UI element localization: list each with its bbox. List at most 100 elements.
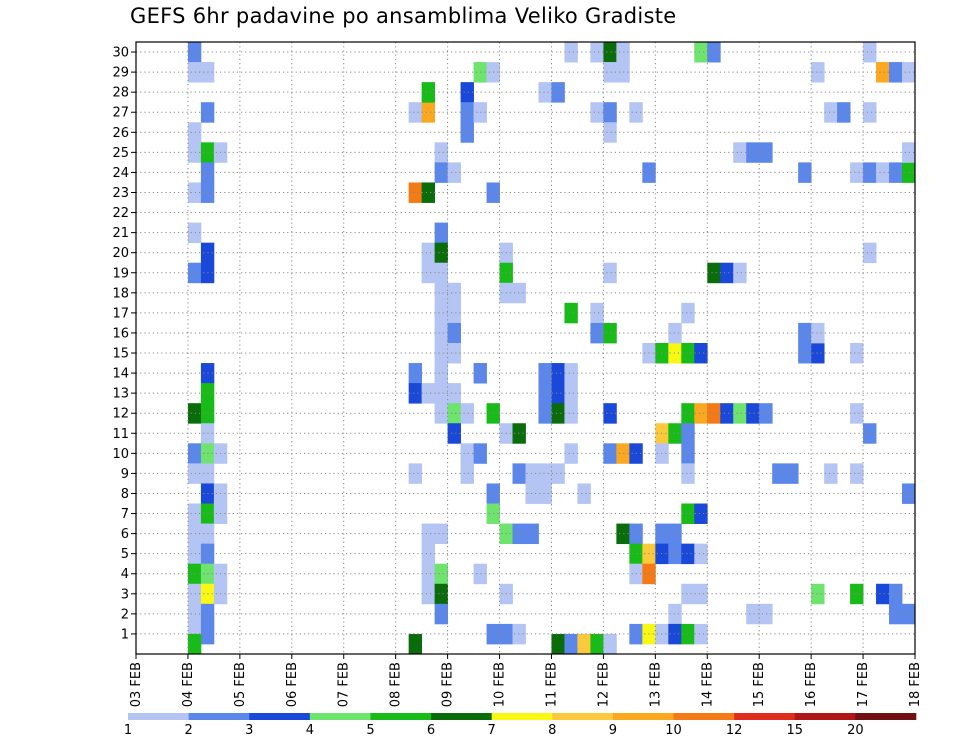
heatmap-cell bbox=[187, 122, 202, 143]
heatmap-cell bbox=[603, 62, 617, 83]
heatmap-cell bbox=[538, 383, 552, 404]
heatmap-cell bbox=[681, 463, 695, 484]
y-tick-label: 5 bbox=[121, 547, 129, 562]
heatmap-cell bbox=[603, 262, 617, 284]
x-tick-label: 15 FEB bbox=[752, 662, 767, 707]
heatmap-cell bbox=[187, 463, 202, 484]
heatmap-cell bbox=[824, 102, 838, 123]
colorbar-label: 10 bbox=[665, 723, 682, 738]
y-tick-label: 29 bbox=[112, 66, 129, 81]
heatmap-cell bbox=[603, 322, 617, 344]
colorbar-segment bbox=[309, 713, 371, 720]
heatmap-cell bbox=[551, 363, 565, 384]
heatmap-cell bbox=[746, 603, 760, 625]
heatmap-cell bbox=[447, 342, 461, 364]
colorbar-label: 8 bbox=[548, 723, 556, 738]
heatmap-cell bbox=[551, 82, 565, 103]
heatmap-cell bbox=[187, 262, 202, 284]
heatmap-cell bbox=[889, 583, 903, 605]
heatmap-cell bbox=[863, 42, 877, 63]
x-axis: 03 FEB 04 FEB 05 FEB 06 FEB 07 FEB 08 FEB 09 F… bbox=[129, 654, 923, 707]
heatmap-cell bbox=[447, 162, 461, 183]
colorbar-label: 15 bbox=[786, 723, 803, 738]
heatmap-cell bbox=[434, 282, 448, 304]
heatmap-cell bbox=[681, 503, 695, 524]
heatmap-cell bbox=[668, 603, 682, 625]
heatmap-cell bbox=[863, 242, 877, 264]
heatmap-cell bbox=[616, 42, 630, 63]
heatmap-cell bbox=[460, 463, 474, 484]
heatmap-cell bbox=[590, 42, 604, 63]
heatmap-cell bbox=[590, 322, 604, 344]
heatmap-cell bbox=[681, 302, 695, 324]
heatmap-cell bbox=[681, 583, 695, 605]
heatmap-cell bbox=[603, 42, 617, 63]
heatmap-cell bbox=[473, 563, 487, 585]
colorbar-label: 6 bbox=[427, 723, 435, 738]
heatmap-cell bbox=[603, 443, 617, 464]
heatmap-cell bbox=[850, 403, 864, 424]
heatmap-cell bbox=[408, 363, 423, 384]
x-tick-label: 14 FEB bbox=[700, 662, 715, 707]
heatmap-cell bbox=[460, 122, 474, 143]
y-tick-label: 11 bbox=[112, 427, 129, 442]
y-tick-label: 20 bbox=[112, 246, 129, 261]
heatmap-cell bbox=[525, 463, 539, 484]
heatmap-cell bbox=[603, 102, 617, 123]
plot-frame bbox=[135, 41, 916, 655]
heatmap-cell bbox=[447, 282, 461, 304]
heatmap-cell bbox=[759, 403, 773, 424]
heatmap-cell bbox=[421, 102, 436, 123]
colorbar-label: 9 bbox=[609, 723, 617, 738]
heatmap-cell bbox=[434, 222, 448, 244]
colorbar-label: 7 bbox=[488, 723, 496, 738]
heatmap-cell bbox=[564, 363, 578, 384]
heatmap-cell bbox=[187, 563, 202, 585]
y-tick-label: 3 bbox=[121, 587, 129, 602]
heatmap-cell bbox=[837, 102, 851, 123]
colorbar-segment bbox=[612, 713, 674, 720]
heatmap-cell bbox=[564, 42, 578, 63]
x-tick-label: 07 FEB bbox=[337, 662, 352, 707]
heatmap-cell bbox=[694, 42, 708, 63]
heatmap-cell bbox=[538, 82, 552, 103]
heatmap-cell bbox=[538, 363, 552, 384]
heatmap-cell bbox=[564, 633, 578, 655]
heatmap-cell bbox=[603, 122, 617, 143]
y-tick-label: 4 bbox=[121, 567, 129, 582]
heatmap-cell bbox=[408, 463, 423, 484]
heatmap-cell bbox=[460, 443, 474, 464]
heatmap-cell bbox=[694, 342, 708, 364]
heatmap-cell bbox=[434, 142, 448, 163]
colorbar-segment bbox=[491, 713, 553, 720]
heatmap-cell bbox=[707, 42, 721, 63]
heatmap-cell bbox=[551, 633, 565, 655]
colorbar-segment bbox=[370, 713, 432, 720]
heatmap-cell bbox=[863, 423, 877, 444]
heatmap-cell bbox=[187, 142, 202, 163]
heatmap-cell bbox=[473, 363, 487, 384]
heatmap-cell bbox=[590, 633, 604, 655]
heatmap-cell bbox=[460, 403, 474, 424]
colorbar-legend: 1 2 3 4 5 6 7 8 9 10 12 15 20 bbox=[124, 713, 917, 738]
heatmap-cell bbox=[889, 62, 903, 83]
heatmap-cell bbox=[473, 62, 487, 83]
heatmap-cell bbox=[746, 403, 760, 424]
y-tick-label: 21 bbox=[112, 226, 129, 241]
x-tick-label: 17 FEB bbox=[856, 662, 871, 707]
heatmap-cell bbox=[603, 633, 617, 655]
heatmap-cell bbox=[668, 322, 682, 344]
y-tick-label: 26 bbox=[112, 126, 129, 141]
heatmap-cell bbox=[564, 302, 578, 324]
heatmap-cell bbox=[616, 523, 630, 545]
y-tick-label: 14 bbox=[112, 367, 129, 382]
heatmap-cell bbox=[447, 302, 461, 324]
heatmap-cell bbox=[681, 443, 695, 464]
y-tick-label: 22 bbox=[112, 206, 129, 221]
y-tick-label: 25 bbox=[112, 146, 129, 161]
heatmap-cell bbox=[434, 363, 448, 384]
heatmap-cell bbox=[421, 383, 436, 404]
y-tick-label: 17 bbox=[112, 306, 129, 321]
heatmap-cell bbox=[694, 503, 708, 524]
x-tick-label: 13 FEB bbox=[648, 662, 663, 707]
